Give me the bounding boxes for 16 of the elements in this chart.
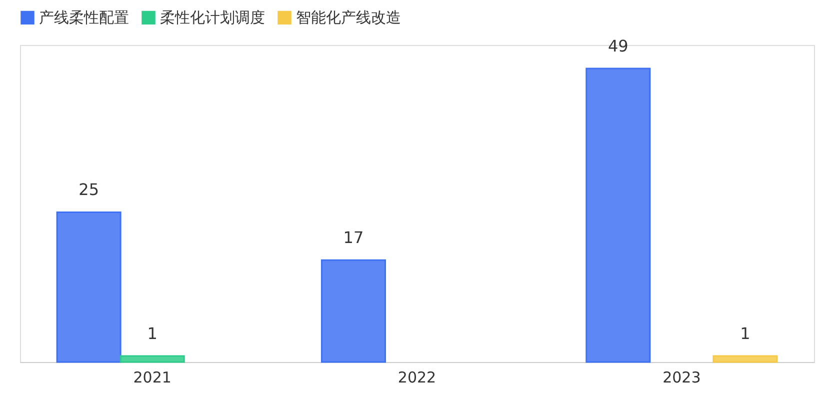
data-label: 17	[343, 228, 364, 248]
bar	[120, 355, 185, 363]
x-tick-label: 2022	[398, 368, 436, 386]
data-label: 1	[147, 324, 158, 344]
legend-label: 柔性化计划调度	[160, 8, 265, 27]
data-label: 49	[608, 36, 628, 56]
bar	[712, 355, 778, 363]
bar	[586, 68, 651, 363]
bar	[320, 259, 386, 363]
legend-label: 智能化产线改造	[296, 8, 401, 27]
bar	[56, 211, 122, 363]
data-label: 1	[740, 324, 750, 344]
x-tick-label: 2023	[662, 368, 701, 386]
x-tick-label: 2021	[133, 368, 172, 386]
data-label: 25	[78, 180, 99, 200]
legend-label: 产线柔性配置	[39, 8, 129, 27]
